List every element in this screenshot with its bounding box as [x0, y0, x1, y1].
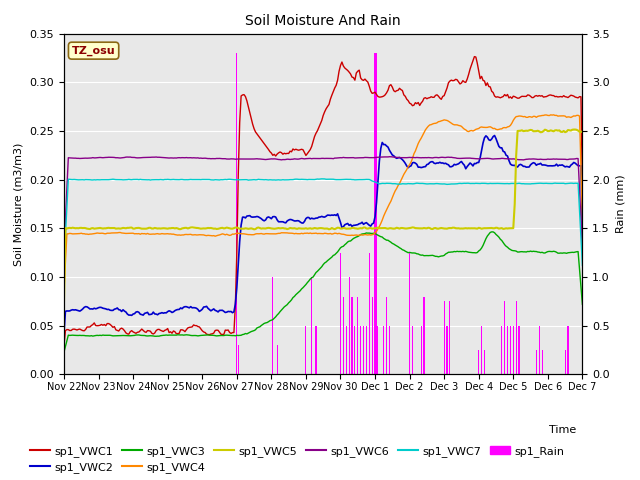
Bar — [420, 326, 422, 374]
Bar — [311, 277, 312, 374]
Bar — [513, 326, 514, 374]
Bar — [501, 326, 502, 374]
Bar — [510, 326, 511, 374]
Bar — [376, 53, 377, 374]
Bar — [346, 326, 347, 374]
Bar — [386, 297, 387, 374]
Y-axis label: Rain (mm): Rain (mm) — [616, 175, 625, 233]
Bar — [478, 350, 479, 374]
Bar — [360, 326, 361, 374]
Title: Soil Moisture And Rain: Soil Moisture And Rain — [245, 14, 401, 28]
Bar — [340, 252, 341, 374]
Bar — [412, 326, 413, 374]
Bar — [541, 350, 543, 374]
Text: TZ_osu: TZ_osu — [72, 46, 115, 56]
Legend: sp1_VWC1, sp1_VWC2, sp1_VWC3, sp1_VWC4, sp1_VWC5, sp1_VWC6, sp1_VWC7, sp1_Rain: sp1_VWC1, sp1_VWC2, sp1_VWC3, sp1_VWC4, … — [25, 441, 570, 478]
Bar — [449, 301, 451, 374]
Bar — [369, 252, 370, 374]
Bar — [363, 326, 364, 374]
Bar — [374, 53, 376, 374]
Bar — [389, 326, 390, 374]
Bar — [276, 345, 278, 374]
Y-axis label: Soil Moisture (m3/m3): Soil Moisture (m3/m3) — [14, 142, 24, 266]
Bar — [236, 53, 237, 374]
Bar — [481, 326, 482, 374]
Bar — [507, 326, 508, 374]
Bar — [518, 326, 520, 374]
Bar — [484, 350, 485, 374]
Bar — [536, 350, 537, 374]
Bar — [237, 345, 239, 374]
Text: Time: Time — [548, 425, 576, 435]
Bar — [409, 252, 410, 374]
Bar — [383, 326, 384, 374]
Bar — [351, 297, 353, 374]
Bar — [357, 297, 358, 374]
Bar — [539, 326, 540, 374]
Bar — [272, 277, 273, 374]
Bar — [444, 301, 445, 374]
Bar — [305, 326, 307, 374]
Bar — [343, 297, 344, 374]
Bar — [504, 301, 505, 374]
Bar — [316, 326, 317, 374]
Bar — [564, 350, 566, 374]
Bar — [366, 326, 367, 374]
